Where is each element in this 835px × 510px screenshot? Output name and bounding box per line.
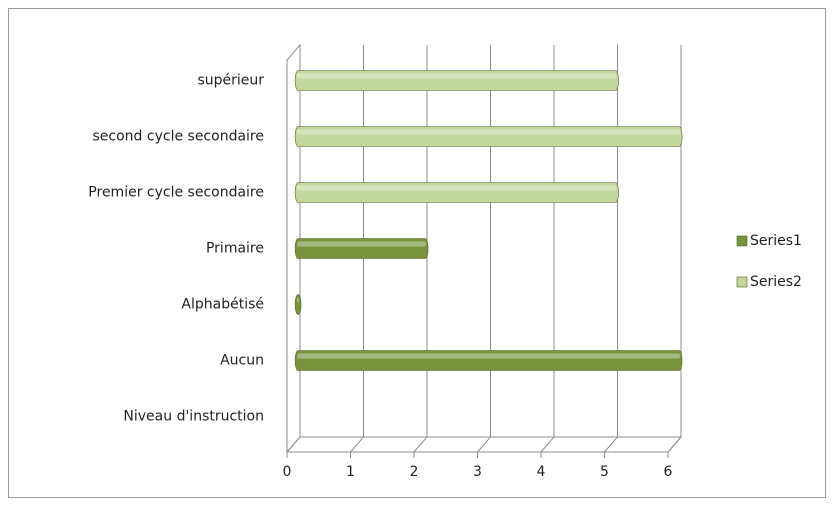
x-tick-label: 1 [346,464,355,480]
bar-highlight [297,297,300,303]
x-tick-label: 6 [664,464,673,480]
grid-line [667,45,682,453]
y-tick-label: second cycle secondaire [93,129,264,145]
grid-line [350,45,364,453]
y-tick-label: supérieur [197,73,264,89]
y-tick-label: Alphabétisé [181,297,264,313]
bar [294,182,619,203]
grid-line [604,45,618,453]
x-tick-label: 0 [283,464,292,480]
x-tick-label: 5 [600,464,609,480]
legend-swatch [736,276,748,288]
x-tick-label: 2 [410,464,419,480]
x-tick-label: 4 [537,464,546,480]
bar [294,294,302,315]
legend-swatch [736,235,748,247]
y-tick-label: Niveau d'instruction [123,409,264,425]
bar [294,350,683,371]
y-tick-label: Primaire [206,241,264,257]
bar [294,70,619,91]
grid-line [286,45,301,453]
grid-line [540,45,555,453]
grid-line [477,45,491,453]
x-tick-label: 3 [473,464,482,480]
bar-highlight [297,73,617,79]
grid-line [413,45,428,453]
bar [294,238,429,259]
bar-highlight [297,241,427,247]
bar [294,126,683,147]
bar-highlight [297,353,681,359]
y-tick-label: Aucun [220,353,264,369]
legend-label: Series1 [750,233,802,249]
bar-highlight [297,185,617,191]
bar-highlight [297,129,681,135]
y-tick-label: Premier cycle secondaire [88,185,264,201]
legend-label: Series2 [750,274,802,290]
